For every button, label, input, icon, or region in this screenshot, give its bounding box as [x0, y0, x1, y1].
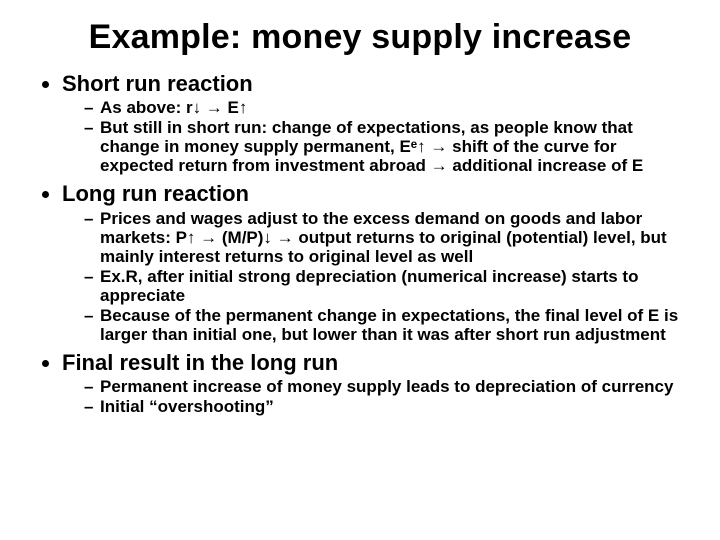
section-heading: Final result in the long run [62, 350, 338, 375]
section-final-result: Final result in the long run Permanent i… [62, 350, 692, 416]
sub-list: Permanent increase of money supply leads… [62, 377, 692, 416]
sub-item: Initial “overshooting” [84, 397, 692, 416]
sub-item: As above: r↓ → E↑ [84, 98, 692, 117]
sub-list: Prices and wages adjust to the excess de… [62, 209, 692, 344]
sub-item: Prices and wages adjust to the excess de… [84, 209, 692, 266]
section-long-run: Long run reaction Prices and wages adjus… [62, 181, 692, 344]
sub-item: Permanent increase of money supply leads… [84, 377, 692, 396]
sub-item: Ex.R, after initial strong depreciation … [84, 267, 692, 305]
sub-item: Because of the permanent change in expec… [84, 306, 692, 344]
section-heading: Long run reaction [62, 181, 249, 206]
section-short-run: Short run reaction As above: r↓ → E↑ But… [62, 71, 692, 175]
bullet-list: Short run reaction As above: r↓ → E↑ But… [28, 71, 692, 416]
slide: Example: money supply increase Short run… [0, 0, 720, 540]
sub-list: As above: r↓ → E↑ But still in short run… [62, 98, 692, 175]
slide-title: Example: money supply increase [28, 18, 692, 57]
section-heading: Short run reaction [62, 71, 253, 96]
sub-item: But still in short run: change of expect… [84, 118, 692, 175]
